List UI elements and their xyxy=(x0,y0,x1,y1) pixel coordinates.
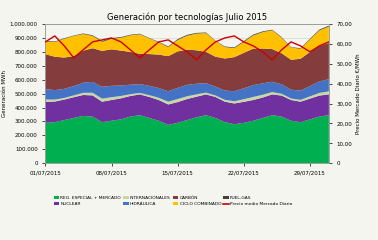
Legend: REG. ESPECIAL + MERCADO, NUCLEAR, INTERNACIONALES, HIDRÁULICA, CARBÓN, CICLO COM: REG. ESPECIAL + MERCADO, NUCLEAR, INTERN… xyxy=(54,196,292,206)
Y-axis label: Generación MWh: Generación MWh xyxy=(2,70,7,117)
Y-axis label: Precio Mercado Diario €/MWh: Precio Mercado Diario €/MWh xyxy=(355,53,360,134)
Title: Generación por tecnologías Julio 2015: Generación por tecnologías Julio 2015 xyxy=(107,12,267,22)
